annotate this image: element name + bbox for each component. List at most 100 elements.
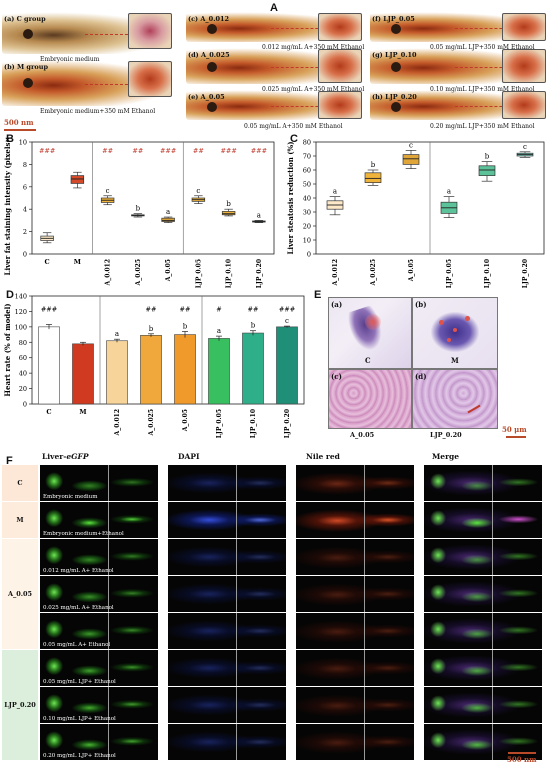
larva-caption-7: 0.20 mg/mL LJP+350 mM Ethanol — [430, 123, 535, 130]
x-tick-label: A_0.012 — [105, 259, 112, 286]
x-tick-label: A_0.012 — [114, 409, 121, 436]
fluor-nile-row-3 — [296, 576, 414, 612]
scale-bar-line — [4, 129, 36, 131]
fluor-merge-row-0 — [424, 465, 542, 501]
x-tick-label: LJP_0.20 — [522, 259, 529, 288]
x-tick-label: M — [79, 408, 86, 416]
bar-A_0.012 — [106, 340, 128, 405]
histology-scale-label: 50 μm — [502, 425, 527, 434]
col-header-merge: Merge — [432, 452, 460, 461]
y-tick-label: 50 — [303, 181, 311, 189]
fluor-gfp-row-2: 0.012 mg/mL A+ Ethanol — [40, 539, 158, 575]
significance-mark: ### — [251, 147, 267, 155]
group-letter: a — [447, 188, 451, 196]
box-A_0.05 — [402, 154, 420, 165]
group-letter: b — [183, 322, 188, 330]
x-tick-label: LJP_0.20 — [284, 409, 291, 438]
larva-inset-5 — [502, 13, 546, 41]
group-letter: a — [115, 330, 119, 338]
significance-mark: ### — [160, 147, 176, 155]
panel-f-letter: F — [6, 455, 13, 467]
y-tick-label: 0 — [23, 251, 27, 259]
group-label-0: C — [2, 465, 38, 501]
fluor-nile-row-4 — [296, 613, 414, 649]
fluor-caption-6: 0.10 mg/mL LJP+ Ethanol — [43, 716, 116, 722]
larva-caption-3: 0.025 mg/mL A+350 mM Ethanol — [262, 86, 364, 93]
fluor-gfp-row-3: 0.025 mg/mL A+ Ethanol — [40, 576, 158, 612]
group-letter: b — [149, 325, 154, 333]
histology-c-tag: (a) — [331, 300, 343, 309]
larva-inset-3 — [318, 49, 362, 83]
x-tick-label: A_0.025 — [370, 259, 377, 286]
fluor-caption-1: Embryonic medium+Ethanol — [43, 531, 124, 537]
histology-ljp020-tag: (d) — [415, 372, 427, 381]
histology-a005-label: A_0.05 — [350, 431, 375, 439]
significance-mark: ### — [41, 305, 57, 313]
box-M — [70, 175, 85, 184]
x-tick-label: A_0.025 — [148, 409, 155, 436]
histology-a005: (c) — [328, 369, 412, 429]
fluor-merge-row-5 — [424, 650, 542, 686]
y-tick-label: 70 — [303, 153, 311, 161]
group-label-2: A_0.05 — [2, 539, 38, 649]
x-tick-label: A_0.05 — [165, 259, 172, 282]
significance-mark: ## — [102, 147, 113, 155]
group-letter: c — [409, 141, 413, 149]
fluor-caption-7: 0.20 mg/mL LJP+ Ethanol — [43, 753, 116, 759]
panel-c-letter: C — [290, 133, 298, 145]
fluor-nile-row-1 — [296, 502, 414, 538]
fluor-dapi-row-1 — [168, 502, 286, 538]
bar-A_0.025 — [140, 335, 162, 405]
histology-ljp020: (d) — [412, 369, 498, 429]
larva-caption-1: Embryonic medium+350 mM Ethanol — [40, 108, 156, 115]
group-letter: a — [257, 211, 261, 219]
significance-mark: # — [216, 305, 221, 313]
group-letter: a — [166, 208, 170, 216]
y-axis-label: Liver fat staining intensity (pixels×10⁵… — [3, 136, 12, 275]
fluor-dapi-row-5 — [168, 650, 286, 686]
y-tick-label: 80 — [19, 339, 27, 347]
group-letter: c — [285, 317, 289, 325]
fluor-dapi-row-2 — [168, 539, 286, 575]
fluor-caption-2: 0.012 mg/mL A+ Ethanol — [43, 568, 114, 574]
group-letter: c — [106, 187, 110, 195]
y-tick-label: 80 — [303, 139, 311, 147]
y-tick-label: 30 — [303, 209, 311, 217]
fluor-merge-row-2 — [424, 539, 542, 575]
col-header-liver: Liver-eGFP — [42, 452, 89, 461]
fluor-caption-0: Embryonic medium — [43, 494, 98, 500]
fluor-nile-row-7 — [296, 724, 414, 760]
panel-b-letter: B — [6, 133, 14, 145]
fluor-nile-row-5 — [296, 650, 414, 686]
panel-e-letter: E — [314, 289, 322, 301]
larva-inset-2 — [318, 13, 362, 41]
x-tick-label: LJP_0.10 — [484, 259, 491, 288]
histology-c-label: C — [365, 356, 371, 365]
larva-caption-2: 0.012 mg/mL A+350 mM Ethanol — [262, 44, 364, 51]
larva-inset-0 — [128, 13, 172, 49]
fluor-dapi-row-3 — [168, 576, 286, 612]
x-tick-label: C — [46, 408, 51, 416]
col-header-nile-red: Nile red — [306, 452, 340, 461]
y-tick-label: 60 — [303, 167, 311, 175]
x-tick-label: LJP_0.05 — [446, 259, 453, 288]
fluor-nile-row-6 — [296, 687, 414, 723]
group-letter: b — [371, 161, 376, 169]
steatosis-chart: 0 10 20 30 40 50 60 70 80 Liver steatosis reducti… — [286, 139, 545, 288]
plot-frame — [31, 141, 275, 255]
fluor-scale-label: 500 nm — [507, 755, 537, 764]
larva-caption-6: 0.10 mg/mL LJP+350 mM Ethanol — [430, 86, 535, 93]
liver-fat-chart: 0 2 4 6 8 10 Liver fat staining intensity (pix… — [3, 136, 275, 288]
significance-mark: ## — [146, 305, 157, 313]
larva-caption-5: 0.05 mg/mL LJP+350 mM Ethanol — [430, 44, 535, 51]
box-A_0.025 — [364, 172, 382, 183]
significance-mark: ## — [180, 305, 191, 313]
larva-label-1: (b) M group — [4, 63, 48, 71]
fluor-merge-row-1 — [424, 502, 542, 538]
larva-inset-7 — [502, 91, 546, 119]
bar-C — [38, 326, 60, 405]
larva-label-7: (h) LJP_0.20 — [372, 93, 417, 101]
group-letter: c — [196, 187, 200, 195]
fluor-gfp-row-7: 0.20 mg/mL LJP+ Ethanol — [40, 724, 158, 760]
histology-m-tag: (b) — [415, 300, 427, 309]
